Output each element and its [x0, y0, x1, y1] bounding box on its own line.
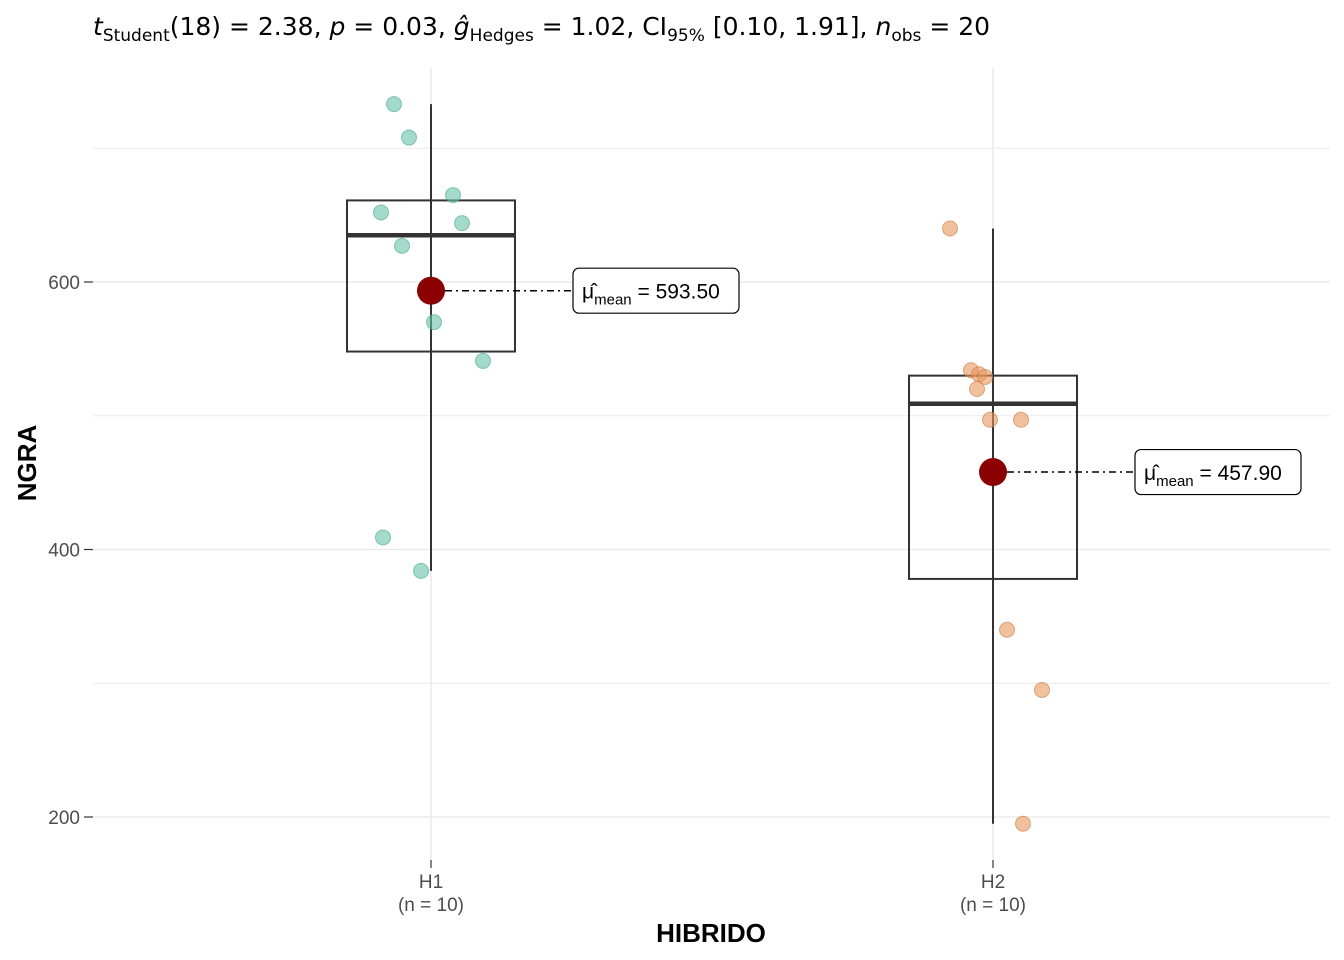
- ci-value: [0.10, 1.91]: [712, 12, 860, 41]
- data-point-H2: [982, 411, 998, 428]
- data-point-H2: [1015, 815, 1031, 832]
- mean-label-box-H2: [1134, 448, 1302, 496]
- mean-label-H1: μ̂mean = 593.50: [582, 281, 720, 309]
- ci-symbol: CI: [642, 12, 668, 41]
- y-tick-label: 600: [48, 273, 80, 294]
- data-point-H2: [1013, 411, 1029, 428]
- data-point-H1: [426, 314, 442, 331]
- box-layer: [346, 104, 1078, 824]
- data-point-H2: [977, 368, 993, 385]
- data-point-H2: [969, 381, 985, 397]
- t-df: (18): [169, 12, 222, 41]
- data-point-H1: [394, 237, 410, 254]
- n-symbol: n: [875, 12, 892, 41]
- data-point-H1: [401, 129, 417, 146]
- data-point-H1: [413, 562, 429, 579]
- t-value: 2.38: [257, 12, 314, 41]
- y-axis-title: NGRA: [12, 425, 42, 502]
- mean-layer: μ̂mean = 593.50 μ̂mean = 457.90: [417, 267, 1302, 496]
- point-layer: [373, 96, 1050, 832]
- data-point-H1: [475, 352, 491, 369]
- mean-label-box-H1: [572, 267, 740, 314]
- box-H2: [908, 374, 1078, 580]
- x-tick-count-H1: (n = 10): [398, 895, 464, 916]
- y-tick-label: 200: [48, 808, 80, 829]
- n-value: 20: [958, 12, 991, 41]
- g-symbol: ĝ: [453, 12, 470, 41]
- g-subscript: Hedges: [469, 26, 534, 46]
- x-axis-title: HIBRIDO: [656, 918, 766, 948]
- n-subscript: obs: [891, 26, 922, 46]
- p-value: 0.03: [382, 12, 438, 41]
- data-point-H1: [445, 187, 461, 204]
- data-point-H2: [942, 220, 958, 237]
- p-symbol: p: [329, 12, 346, 41]
- box-H1: [346, 199, 516, 353]
- g-value: 1.02: [570, 12, 627, 41]
- x-tick-count-H2: (n = 10): [960, 895, 1026, 916]
- mean-label-H2: μ̂mean = 457.90: [1144, 462, 1282, 490]
- data-point-H2: [999, 621, 1015, 638]
- mean-point-H2: [979, 458, 1007, 487]
- t-subscript: Student: [102, 26, 170, 46]
- y-tick-label: 400: [48, 541, 80, 562]
- x-tick-label-H2: H2: [981, 872, 1005, 893]
- x-tick-label-H1: H1: [419, 872, 443, 893]
- data-point-H1: [375, 529, 391, 546]
- data-point-H1: [454, 215, 470, 232]
- data-point-H1: [373, 204, 389, 221]
- mean-point-H1: [417, 276, 445, 305]
- t-symbol: t: [93, 12, 103, 41]
- data-point-H2: [1034, 681, 1050, 698]
- data-point-H1: [386, 96, 402, 113]
- ci-subscript: 95%: [667, 26, 705, 46]
- chart-subtitle: tStudent(18) = 2.38, p = 0.03, ĝHedges =…: [93, 12, 991, 46]
